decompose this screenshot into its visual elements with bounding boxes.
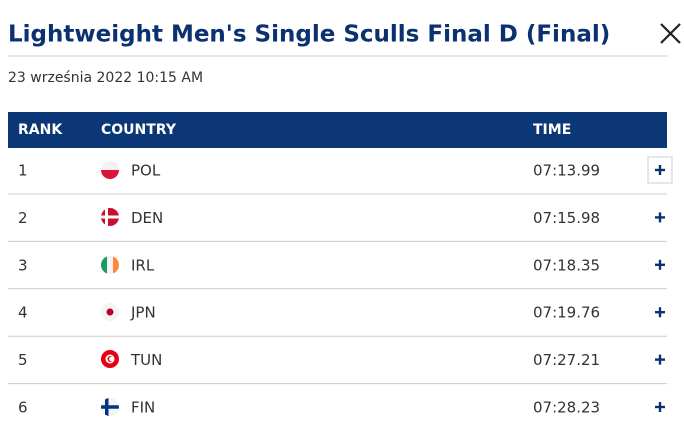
flag bbox=[101, 256, 119, 274]
cell: 07:18.35 bbox=[533, 256, 600, 274]
cell: 07:15.98 bbox=[533, 209, 600, 227]
expand-button[interactable] bbox=[655, 402, 665, 412]
table-row[interactable]: 6 FIN 07:28.23 bbox=[18, 399, 665, 417]
focus-outline bbox=[647, 156, 673, 184]
expand-button[interactable] bbox=[655, 259, 665, 270]
cell: 07:13.99 bbox=[533, 162, 600, 180]
expand-button[interactable] bbox=[655, 307, 665, 318]
cell: 4 bbox=[18, 304, 28, 322]
cell: 07:19.76 bbox=[533, 304, 600, 322]
close-button[interactable] bbox=[660, 23, 681, 44]
flag bbox=[101, 161, 119, 179]
flag bbox=[101, 350, 119, 368]
date: 23 września 2022 10:15 AM bbox=[8, 70, 203, 86]
table-header bbox=[8, 112, 667, 148]
expand-button[interactable] bbox=[655, 165, 665, 175]
cell: TUN bbox=[130, 351, 162, 369]
column-header: TIME bbox=[533, 122, 571, 138]
cell: 5 bbox=[18, 351, 28, 369]
cell: DEN bbox=[131, 209, 163, 227]
table-row[interactable]: 3 IRL 07:18.35 bbox=[18, 256, 665, 274]
table-row[interactable]: 2 DEN 07:15.98 bbox=[18, 209, 665, 227]
table-row[interactable]: 5 TUN 07:27.21 bbox=[18, 351, 665, 369]
cell: 1 bbox=[18, 162, 28, 180]
cell: JPN bbox=[130, 304, 156, 322]
column-header: RANK bbox=[18, 122, 63, 138]
cell: FIN bbox=[131, 399, 155, 417]
cell: 2 bbox=[18, 209, 28, 227]
expand-button[interactable] bbox=[655, 212, 665, 223]
table-row[interactable]: 4 JPN 07:19.76 bbox=[18, 304, 665, 322]
expand-button[interactable] bbox=[655, 354, 665, 365]
table-body: 1 POL 07:13.99 2 DEN 07:15.98 3 IRL 07:18.35 4 JPN… bbox=[8, 162, 667, 417]
cell: POL bbox=[131, 162, 161, 180]
column-header: COUNTRY bbox=[101, 122, 177, 138]
flag bbox=[101, 208, 119, 226]
cell: 07:28.23 bbox=[533, 399, 600, 417]
title: Lightweight Men's Single Sculls Final D … bbox=[8, 22, 610, 48]
flag bbox=[101, 398, 119, 416]
flag bbox=[101, 303, 119, 321]
cell: 07:27.21 bbox=[533, 351, 600, 369]
cell: IRL bbox=[131, 256, 155, 274]
cell: 6 bbox=[18, 399, 28, 417]
cell: 3 bbox=[18, 256, 28, 274]
table-row[interactable]: 1 POL 07:13.99 bbox=[18, 162, 665, 180]
